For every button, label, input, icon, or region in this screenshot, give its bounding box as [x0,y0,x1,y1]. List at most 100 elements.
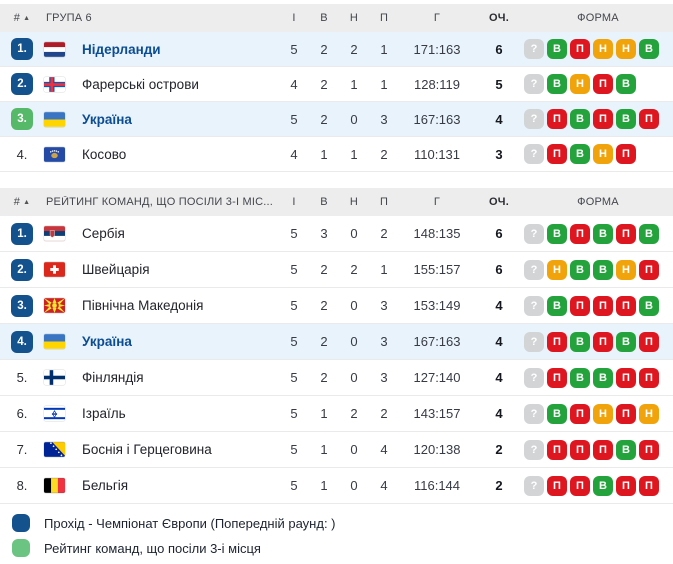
form-badge-loss[interactable]: П [639,331,659,352]
games-column-header[interactable]: І [292,196,296,208]
form-badge-win[interactable]: В [639,39,659,59]
team-name[interactable]: Швейцарія [82,262,150,277]
form-badge-upcoming[interactable]: ? [524,439,544,460]
form-badge-win[interactable]: В [547,39,567,59]
form-badge-loss[interactable]: П [570,475,590,496]
form-badge-win[interactable]: В [570,367,590,388]
table-row[interactable]: 1. Нідерланди 5 2 2 1 171:163 6? В П Н Н В [0,32,673,67]
draws-column-header[interactable]: Н [349,196,359,208]
form-badge-draw[interactable]: Н [593,144,613,164]
form-badge-upcoming[interactable]: ? [524,39,544,59]
team-name[interactable]: Україна [82,111,132,127]
form-badge-win[interactable]: В [593,223,613,244]
form-badge-loss[interactable]: П [639,109,659,129]
form-badge-loss[interactable]: П [570,39,590,59]
form-badge-win[interactable]: В [616,74,636,94]
table-row[interactable]: 5. Фінляндія 5 2 0 3 127:140 4? П В В П П [0,360,673,396]
team-name[interactable]: Нідерланди [82,41,161,57]
form-badge-loss[interactable]: П [547,367,567,388]
form-badge-loss[interactable]: П [570,295,590,316]
form-badge-loss[interactable]: П [616,144,636,164]
form-badge-loss[interactable]: П [593,74,613,94]
team-name[interactable]: Бельгія [82,478,129,493]
wins-column-header[interactable]: В [320,196,328,208]
form-badge-win[interactable]: В [616,109,636,129]
form-badge-loss[interactable]: П [639,475,659,496]
form-badge-loss[interactable]: П [547,144,567,164]
form-badge-win[interactable]: В [593,259,613,280]
table-row[interactable]: 4. Косово 4 1 1 2 110:131 3? П В Н П [0,137,673,172]
form-badge-loss[interactable]: П [593,109,613,129]
draws-column-header[interactable]: Н [349,12,359,24]
form-badge-win[interactable]: В [593,475,613,496]
form-badge-loss[interactable]: П [570,223,590,244]
form-badge-upcoming[interactable]: ? [524,331,544,352]
table-row[interactable]: 3. Україна 5 2 0 3 167:163 4? П В П В П [0,102,673,137]
team-name[interactable]: Боснія і Герцеговина [82,442,212,457]
table-row[interactable]: 8. Бельгія 5 1 0 4 116:144 2? П П В П П [0,468,673,504]
points-column-header[interactable]: ОЧ. [489,12,509,24]
form-badge-loss[interactable]: П [593,331,613,352]
form-badge-win[interactable]: В [547,223,567,244]
form-badge-win[interactable]: В [570,144,590,164]
form-badge-upcoming[interactable]: ? [524,475,544,496]
form-badge-loss[interactable]: П [593,295,613,316]
form-badge-upcoming[interactable]: ? [524,144,544,164]
table-row[interactable]: 3. Північна Македонія 5 2 0 3 153:149 4? В П П П В [0,288,673,324]
table-row[interactable]: 6. Ізраїль 5 1 2 2 143:157 4? В П Н П Н [0,396,673,432]
form-badge-upcoming[interactable]: ? [524,259,544,280]
form-badge-win[interactable]: В [639,223,659,244]
form-badge-loss[interactable]: П [639,367,659,388]
table-row[interactable]: 2. Швейцарія 5 2 2 1 155:157 6? Н В В Н П [0,252,673,288]
form-badge-loss[interactable]: П [639,259,659,280]
form-badge-loss[interactable]: П [616,475,636,496]
losses-column-header[interactable]: П [379,12,389,24]
form-badge-draw[interactable]: Н [547,259,567,280]
team-name[interactable]: Ізраїль [82,406,126,421]
form-badge-win[interactable]: В [639,295,659,316]
form-badge-win[interactable]: В [616,439,636,460]
team-name[interactable]: Фінляндія [82,370,144,385]
games-column-header[interactable]: І [292,12,296,24]
losses-column-header[interactable]: П [379,196,389,208]
form-badge-win[interactable]: В [570,109,590,129]
form-badge-win[interactable]: В [547,295,567,316]
sort-by-position-header[interactable]: # ▲ [0,196,44,208]
form-badge-draw[interactable]: Н [593,39,613,59]
form-badge-draw[interactable]: Н [639,403,659,424]
team-name[interactable]: Сербія [82,226,125,241]
form-badge-win[interactable]: В [570,331,590,352]
form-badge-loss[interactable]: П [616,367,636,388]
goals-column-header[interactable]: Г [433,196,441,208]
table-row[interactable]: 7. Боснія і Герцеговина 5 1 0 4 120:138 2? П П П В П [0,432,673,468]
form-badge-draw[interactable]: Н [570,74,590,94]
form-badge-loss[interactable]: П [547,439,567,460]
form-badge-loss[interactable]: П [616,223,636,244]
sort-by-position-header[interactable]: # ▲ [0,12,44,24]
points-column-header[interactable]: ОЧ. [489,196,509,208]
form-badge-loss[interactable]: П [547,109,567,129]
form-badge-win[interactable]: В [547,74,567,94]
form-badge-win[interactable]: В [570,259,590,280]
form-badge-upcoming[interactable]: ? [524,74,544,94]
form-badge-upcoming[interactable]: ? [524,367,544,388]
form-badge-loss[interactable]: П [570,439,590,460]
goals-column-header[interactable]: Г [433,12,441,24]
form-badge-upcoming[interactable]: ? [524,109,544,129]
form-badge-draw[interactable]: Н [616,39,636,59]
team-name[interactable]: Косово [82,146,127,162]
form-badge-loss[interactable]: П [639,439,659,460]
form-badge-loss[interactable]: П [593,439,613,460]
form-badge-win[interactable]: В [616,331,636,352]
table-row[interactable]: 1. Сербія 5 3 0 2 148:135 6? В П В П В [0,216,673,252]
table-row[interactable]: 4. Україна 5 2 0 3 167:163 4? П В П В П [0,324,673,360]
form-badge-loss[interactable]: П [547,475,567,496]
form-badge-upcoming[interactable]: ? [524,403,544,424]
form-badge-loss[interactable]: П [616,403,636,424]
table-row[interactable]: 2. Фарерські острови 4 2 1 1 128:119 5? В Н П В [0,67,673,102]
wins-column-header[interactable]: В [320,12,328,24]
form-badge-draw[interactable]: Н [616,259,636,280]
form-badge-win[interactable]: В [547,403,567,424]
team-name[interactable]: Фарерські острови [82,76,199,92]
form-badge-loss[interactable]: П [570,403,590,424]
